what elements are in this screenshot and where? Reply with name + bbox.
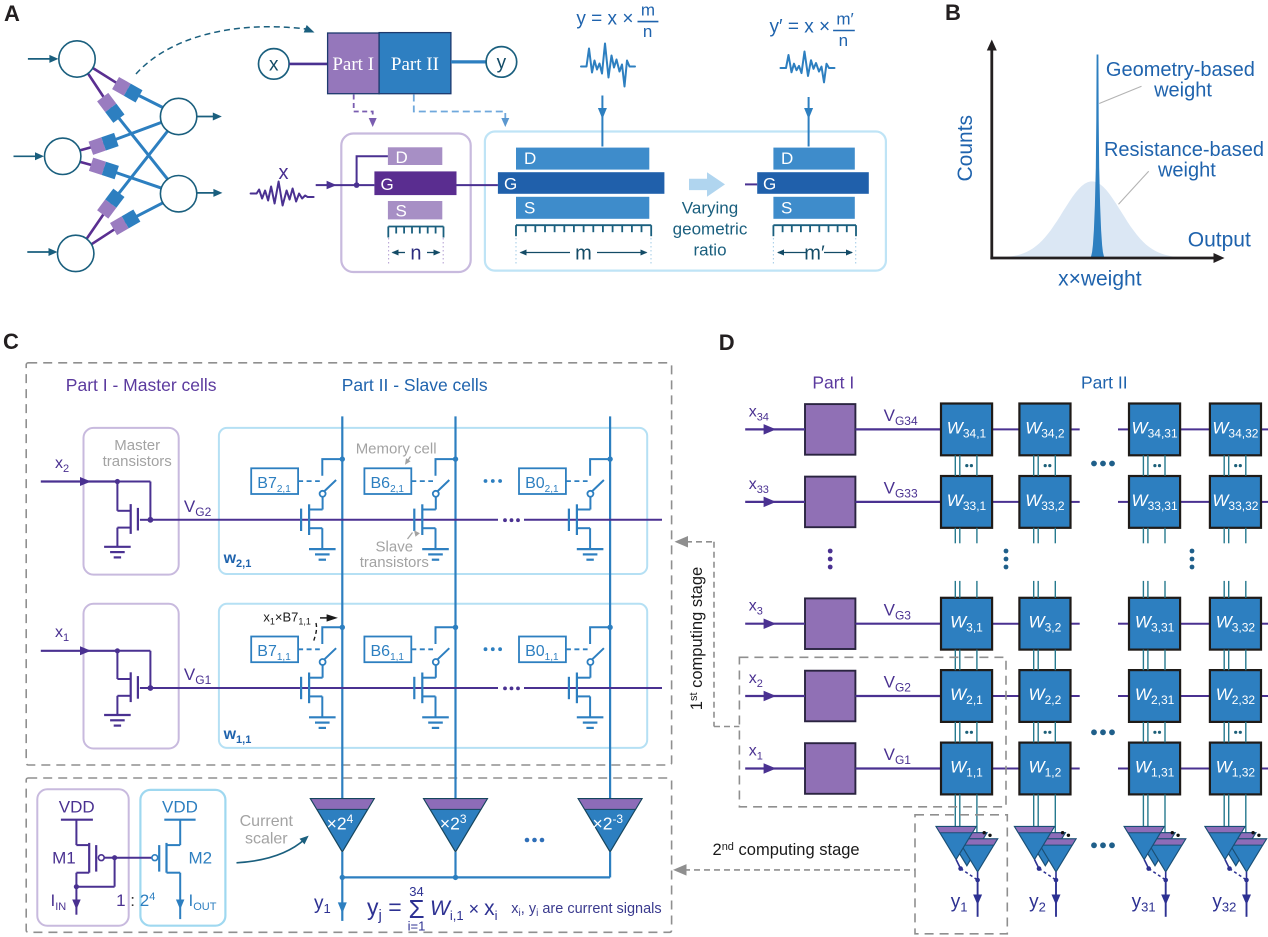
svg-text:B: B bbox=[945, 0, 961, 25]
svg-text:Counts: Counts bbox=[954, 115, 977, 182]
svg-text:Part I: Part I bbox=[812, 373, 854, 393]
svg-text:m′: m′ bbox=[804, 243, 825, 265]
svg-text:Part II: Part II bbox=[391, 54, 439, 75]
svg-text:D: D bbox=[524, 149, 536, 168]
svg-text:W3,1: W3,1 bbox=[950, 613, 983, 635]
svg-text:W34,1: W34,1 bbox=[947, 418, 987, 440]
svg-text:W34,31: W34,31 bbox=[1132, 418, 1178, 440]
svg-text:D: D bbox=[781, 149, 793, 168]
svg-text:n: n bbox=[410, 243, 421, 265]
svg-text:Output: Output bbox=[1188, 229, 1251, 252]
svg-text:W1,31: W1,31 bbox=[1135, 758, 1175, 780]
svg-text:W1,1: W1,1 bbox=[950, 758, 983, 780]
svg-text:Current: Current bbox=[240, 813, 294, 830]
svg-text:n: n bbox=[839, 31, 848, 50]
svg-text:y = x ×: y = x × bbox=[576, 8, 633, 29]
svg-text:A: A bbox=[4, 1, 20, 26]
svg-text:1 : 24: 1 : 24 bbox=[116, 891, 155, 910]
svg-text:G: G bbox=[763, 175, 776, 194]
svg-text:Memory cell: Memory cell bbox=[356, 441, 437, 458]
svg-text:Wi,1 × xi: Wi,1 × xi bbox=[430, 897, 498, 923]
svg-text:D: D bbox=[719, 330, 735, 355]
svg-text:x×weight: x×weight bbox=[1058, 268, 1142, 291]
svg-text:W2,1: W2,1 bbox=[950, 685, 983, 707]
svg-text:Σ: Σ bbox=[408, 894, 424, 924]
svg-text:m′: m′ bbox=[836, 10, 853, 29]
svg-text:Part I - Master cells: Part I - Master cells bbox=[66, 375, 217, 395]
svg-text:1st computing stage: 1st computing stage bbox=[688, 567, 706, 710]
svg-text:Varying: Varying bbox=[682, 199, 738, 218]
svg-text:W34,2: W34,2 bbox=[1025, 418, 1065, 440]
svg-text:y′ = x ×: y′ = x × bbox=[770, 17, 831, 38]
svg-text:D: D bbox=[396, 148, 408, 167]
svg-text:m: m bbox=[575, 243, 592, 265]
svg-text:S: S bbox=[781, 199, 792, 218]
svg-text:W2,32: W2,32 bbox=[1216, 685, 1256, 707]
svg-text:x: x bbox=[269, 55, 279, 76]
svg-text:W1,32: W1,32 bbox=[1216, 758, 1256, 780]
svg-text:y: y bbox=[497, 53, 507, 74]
svg-text:transistors: transistors bbox=[103, 453, 172, 470]
svg-text:yj =: yj = bbox=[367, 894, 402, 924]
svg-text:ratio: ratio bbox=[693, 241, 726, 260]
svg-text:W3,31: W3,31 bbox=[1135, 613, 1175, 635]
svg-text:W33,2: W33,2 bbox=[1025, 491, 1065, 513]
svg-text:2nd computing stage: 2nd computing stage bbox=[713, 841, 860, 859]
svg-text:W1,2: W1,2 bbox=[1029, 758, 1062, 780]
svg-text:S: S bbox=[524, 199, 535, 218]
svg-text:Master: Master bbox=[114, 437, 160, 454]
svg-text:n: n bbox=[643, 22, 652, 41]
svg-text:S: S bbox=[396, 202, 407, 221]
svg-text:VDD: VDD bbox=[59, 798, 95, 817]
svg-text:weight: weight bbox=[1153, 80, 1212, 102]
svg-text:m: m bbox=[641, 1, 655, 20]
svg-text:G: G bbox=[504, 175, 517, 194]
svg-text:Part II - Slave cells: Part II - Slave cells bbox=[342, 375, 488, 395]
svg-text:scaler: scaler bbox=[245, 831, 288, 848]
svg-text:W3,32: W3,32 bbox=[1216, 613, 1256, 635]
svg-text:W2,31: W2,31 bbox=[1135, 685, 1175, 707]
svg-text:M2: M2 bbox=[189, 849, 213, 868]
svg-text:W33,1: W33,1 bbox=[947, 491, 987, 513]
svg-text:Resistance-based: Resistance-based bbox=[1104, 139, 1264, 161]
svg-text:Slave: Slave bbox=[376, 539, 414, 556]
svg-text:xi, yi are current signals: xi, yi are current signals bbox=[511, 901, 661, 919]
svg-text:transistors: transistors bbox=[360, 554, 429, 571]
svg-text:W33,32: W33,32 bbox=[1212, 491, 1258, 513]
svg-text:Geometry-based: Geometry-based bbox=[1106, 59, 1255, 81]
svg-text:W34,32: W34,32 bbox=[1212, 418, 1258, 440]
svg-text:W33,31: W33,31 bbox=[1132, 491, 1178, 513]
svg-text:M1: M1 bbox=[52, 849, 76, 868]
svg-text:34: 34 bbox=[409, 884, 423, 899]
svg-text:Part II: Part II bbox=[1081, 373, 1128, 393]
svg-text:weight: weight bbox=[1157, 159, 1216, 181]
svg-text:geometric: geometric bbox=[673, 220, 748, 239]
svg-text:i=1: i=1 bbox=[408, 919, 426, 934]
svg-text:C: C bbox=[3, 329, 19, 354]
svg-text:W3,2: W3,2 bbox=[1029, 613, 1062, 635]
svg-text:G: G bbox=[381, 175, 394, 194]
svg-text:x: x bbox=[279, 162, 289, 184]
svg-text:W2,2: W2,2 bbox=[1029, 685, 1062, 707]
svg-text:Part I: Part I bbox=[332, 54, 374, 75]
svg-text:VDD: VDD bbox=[162, 798, 198, 817]
